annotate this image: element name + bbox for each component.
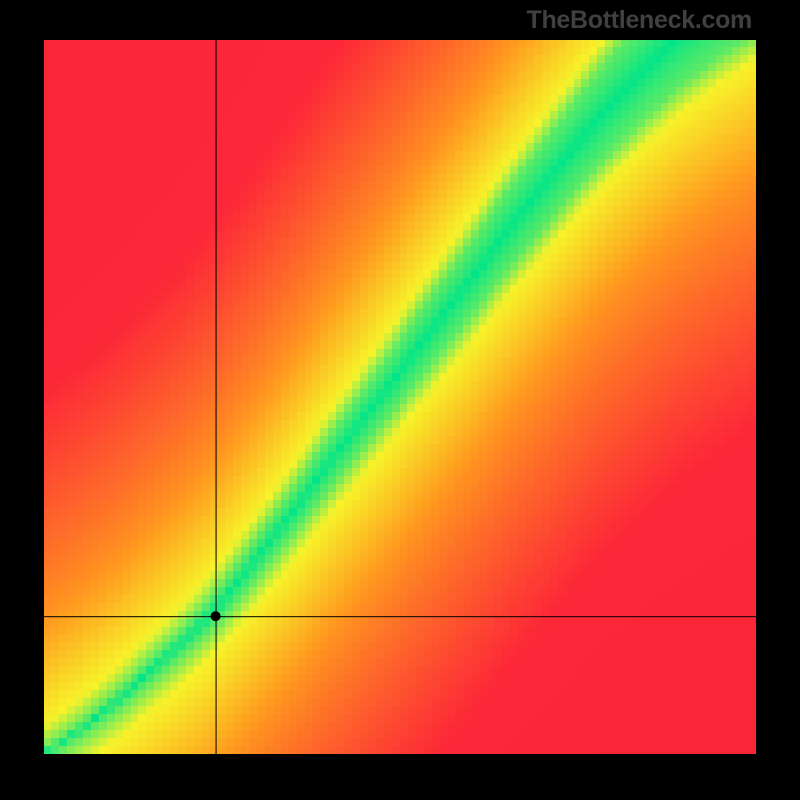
- attribution-text: TheBottleneck.com: [526, 6, 752, 35]
- heatmap-canvas: [44, 40, 756, 754]
- heatmap-plot: [44, 40, 756, 754]
- chart-container: TheBottleneck.com: [0, 0, 800, 800]
